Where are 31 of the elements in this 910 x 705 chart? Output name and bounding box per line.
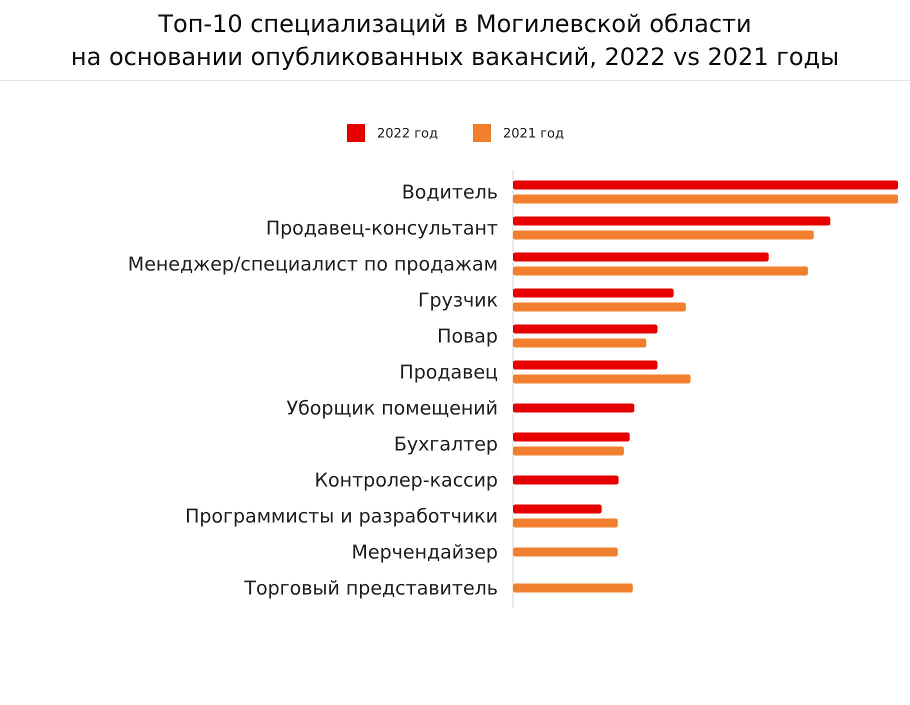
bar	[513, 374, 690, 384]
bar	[513, 432, 630, 442]
bar	[513, 504, 602, 514]
y-tick-label: Мерчендайзер	[352, 542, 498, 564]
y-tick-label: Контролер-кассир	[314, 470, 498, 492]
bar	[513, 288, 674, 298]
y-tick-label: Грузчик	[418, 290, 498, 312]
y-tick-label: Повар	[437, 326, 498, 348]
bar	[513, 324, 658, 334]
y-tick-label: Менеджер/специалист по продажам	[128, 254, 498, 276]
y-tick-label: Продавец	[399, 362, 498, 384]
bar	[513, 180, 898, 190]
legend-label: 2021 год	[503, 126, 564, 142]
chart-title: Топ-10 специализаций в Могилевской области на основании опубликованных вакансий, 2022 vs 2021 годы	[70, 9, 840, 73]
bar	[513, 360, 658, 370]
y-tick-label: Торговый представитель	[243, 578, 498, 600]
y-tick-label: Продавец-консультант	[266, 218, 498, 240]
bar	[513, 338, 646, 348]
bar	[513, 302, 686, 312]
bar	[513, 194, 898, 204]
bar	[513, 266, 808, 276]
bar	[513, 252, 769, 262]
y-tick-label: Водитель	[402, 182, 498, 204]
bar	[513, 230, 814, 240]
bar	[513, 518, 618, 528]
bar	[513, 446, 624, 456]
y-tick-label: Бухгалтер	[394, 434, 498, 456]
bar	[513, 216, 830, 226]
y-tick-label: Программисты и разработчики	[185, 506, 498, 528]
legend-label: 2022 год	[377, 126, 438, 142]
y-tick-label: Уборщик помещений	[286, 398, 498, 420]
